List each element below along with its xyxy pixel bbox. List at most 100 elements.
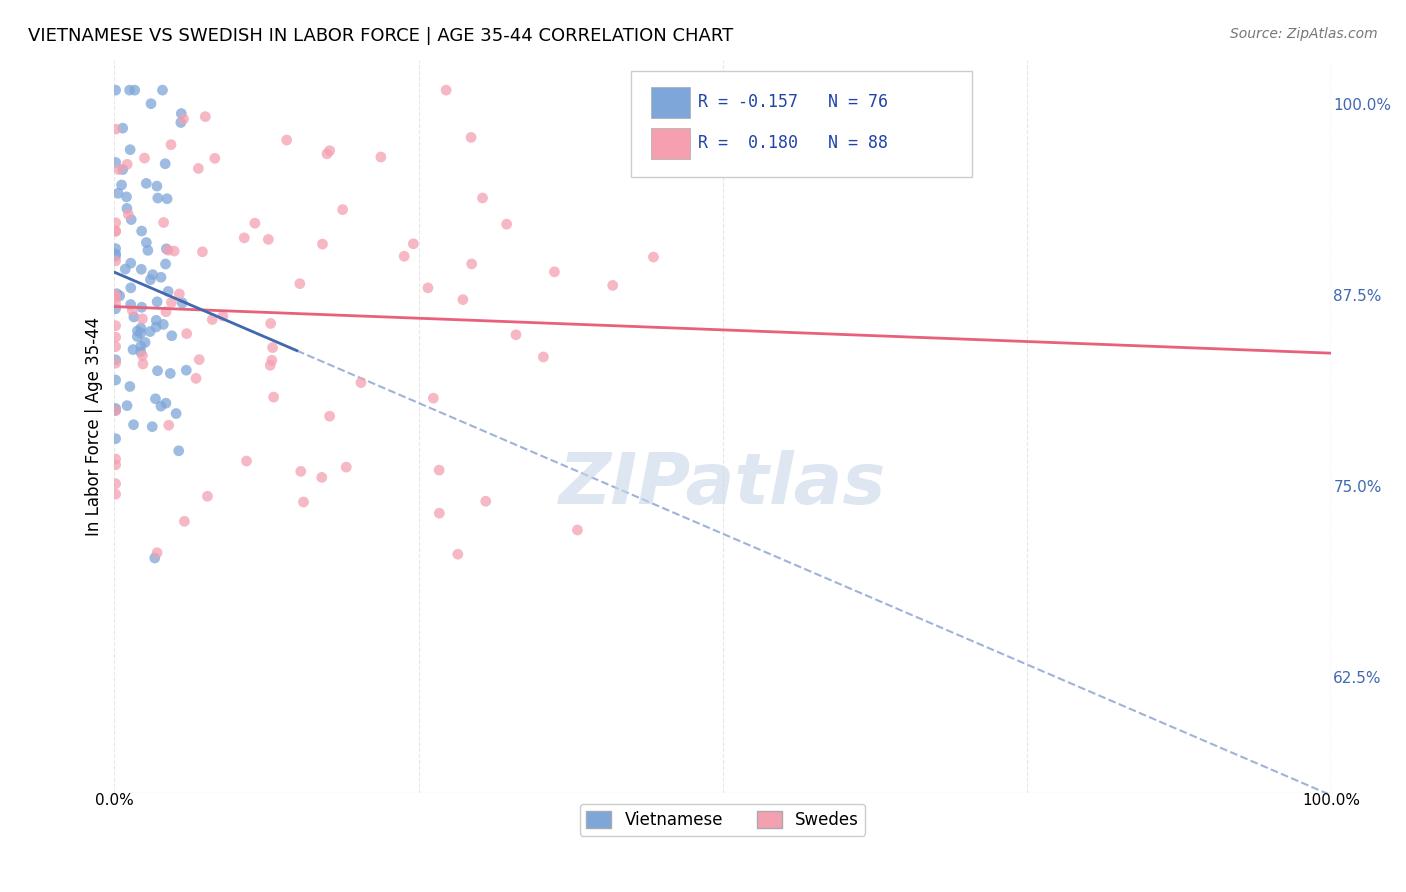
Point bbox=[434, 83, 457, 97]
Point bbox=[157, 243, 180, 257]
Point bbox=[263, 390, 285, 404]
Point bbox=[260, 353, 283, 368]
Point bbox=[118, 83, 141, 97]
Point bbox=[104, 296, 127, 310]
Point bbox=[104, 216, 127, 230]
Point bbox=[122, 310, 145, 324]
Point bbox=[350, 376, 373, 390]
Point bbox=[131, 349, 153, 363]
Point bbox=[155, 304, 177, 318]
Point bbox=[104, 330, 127, 344]
Point bbox=[115, 202, 138, 216]
Point bbox=[104, 155, 127, 169]
Point bbox=[139, 96, 162, 111]
Point bbox=[643, 250, 665, 264]
Point bbox=[602, 278, 624, 293]
Point bbox=[259, 317, 281, 331]
Point bbox=[132, 357, 155, 371]
Point bbox=[115, 190, 138, 204]
Point bbox=[117, 207, 139, 221]
Point bbox=[163, 244, 186, 258]
Point bbox=[159, 367, 181, 381]
Text: VIETNAMESE VS SWEDISH IN LABOR FORCE | AGE 35-44 CORRELATION CHART: VIETNAMESE VS SWEDISH IN LABOR FORCE | A… bbox=[28, 27, 734, 45]
Point bbox=[173, 112, 195, 126]
Point bbox=[427, 506, 450, 520]
Text: 100.0%: 100.0% bbox=[1333, 98, 1392, 113]
Point bbox=[427, 463, 450, 477]
Point bbox=[146, 546, 169, 560]
Point bbox=[104, 352, 127, 367]
Legend: Vietnamese, Swedes: Vietnamese, Swedes bbox=[579, 804, 866, 836]
Text: R = -0.157   N = 76: R = -0.157 N = 76 bbox=[699, 93, 889, 112]
Text: ZIPatlas: ZIPatlas bbox=[560, 450, 886, 519]
Point bbox=[187, 161, 209, 176]
Point bbox=[145, 392, 167, 406]
Point bbox=[104, 401, 127, 416]
Text: 100.0%: 100.0% bbox=[1302, 793, 1360, 807]
Point bbox=[495, 217, 517, 231]
Point bbox=[120, 256, 142, 270]
Point bbox=[288, 277, 311, 291]
Point bbox=[152, 83, 174, 97]
Point bbox=[104, 476, 127, 491]
Point bbox=[531, 350, 554, 364]
Point bbox=[335, 460, 357, 475]
Point bbox=[145, 313, 167, 327]
Point bbox=[118, 379, 141, 393]
Point bbox=[104, 290, 127, 304]
Text: Source: ZipAtlas.com: Source: ZipAtlas.com bbox=[1230, 27, 1378, 41]
FancyBboxPatch shape bbox=[651, 128, 690, 159]
Point bbox=[157, 418, 180, 433]
Point bbox=[194, 110, 217, 124]
Point bbox=[311, 470, 333, 484]
Point bbox=[318, 144, 340, 158]
Point bbox=[235, 454, 257, 468]
Point bbox=[167, 443, 190, 458]
Point bbox=[156, 192, 179, 206]
Point bbox=[243, 216, 266, 230]
Point bbox=[104, 249, 127, 263]
Point bbox=[157, 285, 180, 299]
Point bbox=[392, 249, 415, 263]
Point bbox=[146, 191, 169, 205]
Point bbox=[141, 419, 163, 434]
Point bbox=[460, 257, 482, 271]
Point bbox=[122, 343, 145, 357]
Point bbox=[416, 281, 439, 295]
Point bbox=[127, 324, 149, 338]
Point bbox=[104, 373, 127, 387]
Point bbox=[104, 432, 127, 446]
Text: 75.0%: 75.0% bbox=[1333, 480, 1382, 495]
Point bbox=[104, 403, 127, 417]
Point bbox=[104, 253, 127, 268]
Point bbox=[104, 224, 127, 238]
Point bbox=[104, 122, 127, 136]
Point bbox=[143, 551, 166, 566]
Point bbox=[422, 391, 444, 405]
Point bbox=[134, 335, 156, 350]
Point bbox=[111, 121, 134, 136]
Point bbox=[108, 162, 131, 177]
Point bbox=[201, 312, 224, 326]
FancyBboxPatch shape bbox=[651, 87, 690, 118]
Text: 62.5%: 62.5% bbox=[1333, 671, 1382, 686]
Point bbox=[176, 363, 198, 377]
Point bbox=[115, 157, 138, 171]
Point bbox=[131, 300, 153, 314]
Point bbox=[204, 151, 226, 165]
Point bbox=[122, 417, 145, 432]
Point bbox=[332, 202, 354, 217]
Point bbox=[259, 358, 281, 372]
Point bbox=[316, 146, 339, 161]
Point bbox=[176, 326, 198, 341]
Point bbox=[262, 341, 284, 355]
Point bbox=[451, 293, 474, 307]
Point bbox=[115, 399, 138, 413]
Point bbox=[184, 371, 207, 385]
Point bbox=[131, 224, 153, 238]
Point bbox=[173, 514, 195, 528]
Point bbox=[120, 212, 142, 227]
Point bbox=[124, 83, 146, 97]
Point bbox=[257, 232, 280, 246]
Point bbox=[129, 321, 152, 335]
